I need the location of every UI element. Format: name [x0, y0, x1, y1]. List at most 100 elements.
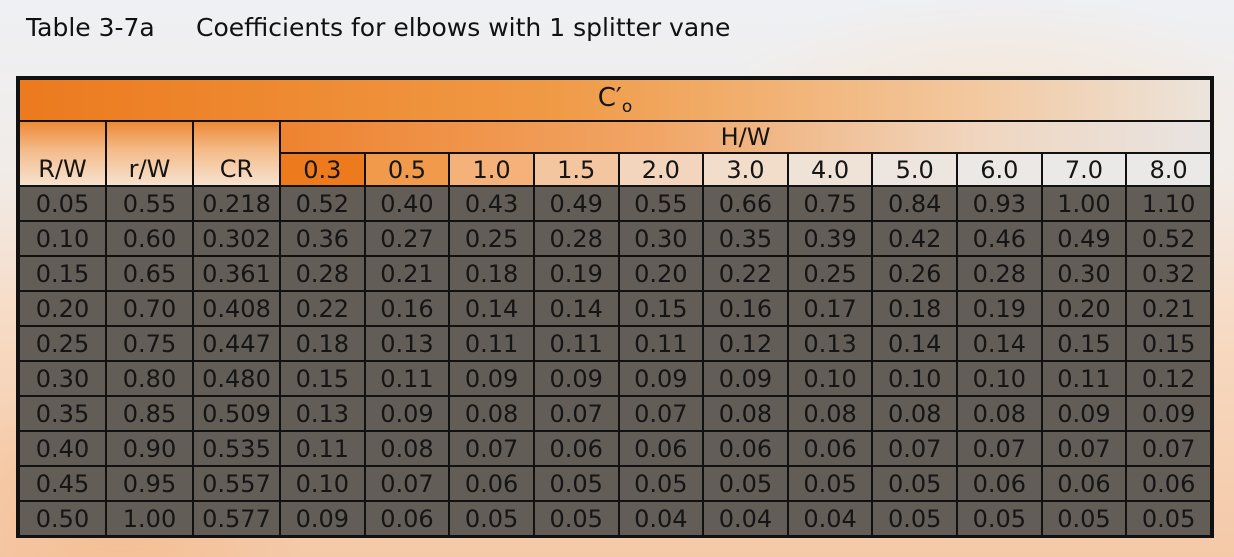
coefficient-cell: 0.06	[619, 432, 703, 465]
coefficient-cell: 0.13	[365, 327, 449, 360]
row-param-cell: 0.535	[194, 432, 279, 465]
coefficient-cell: 0.08	[788, 397, 872, 430]
coefficient-cell: 0.19	[534, 257, 618, 290]
header-hw-value: 1.5	[534, 154, 618, 185]
coefficient-cell: 0.06	[788, 432, 872, 465]
header-co: C′o	[20, 80, 1210, 120]
table-row: 0.30 0.80 0.480 0.15 0.11 0.09 0.09 0.09 0.09 0.1…	[20, 362, 1210, 395]
row-param-cell: 0.302	[194, 222, 279, 255]
header-hw-value: 7.0	[1042, 154, 1126, 185]
row-param-cell: 0.20	[20, 292, 105, 325]
header-row-co: C′o	[20, 80, 1210, 120]
header-cr: CR	[194, 122, 279, 185]
coefficient-cell: 0.35	[704, 222, 787, 255]
row-param-cell: 0.30	[20, 362, 105, 395]
coefficient-cell: 0.30	[1042, 257, 1126, 290]
row-param-cell: 0.40	[20, 432, 105, 465]
coefficient-cell: 0.28	[958, 257, 1041, 290]
row-param-cell: 0.408	[194, 292, 279, 325]
row-param-cell: 0.55	[107, 187, 192, 220]
coefficient-cell: 0.05	[788, 467, 872, 500]
coefficient-cell: 0.12	[1127, 362, 1210, 395]
coefficient-cell: 0.04	[619, 502, 703, 535]
header-hw-value: 1.0	[450, 154, 533, 185]
table-row: 0.35 0.85 0.509 0.13 0.09 0.08 0.07 0.07 0.08 0.0…	[20, 397, 1210, 430]
coefficient-cell: 0.49	[1042, 222, 1126, 255]
coefficient-cell: 0.10	[873, 362, 956, 395]
header-hw-value: 8.0	[1127, 154, 1210, 185]
coefficient-cell: 0.11	[281, 432, 364, 465]
row-param-cell: 0.70	[107, 292, 192, 325]
table-row: 0.15 0.65 0.361 0.28 0.21 0.18 0.19 0.20 0.22 0.2…	[20, 257, 1210, 290]
table-title: Table 3-7a Coefficients for elbows with …	[26, 11, 730, 43]
coefficient-cell: 0.08	[704, 397, 787, 430]
header-row-hw-values: 0.3 0.5 1.0 1.5 2.0 3.0 4.0 5.0 6.0 7.0 8.0	[20, 154, 1210, 185]
coefficient-cell: 0.12	[704, 327, 787, 360]
coefficient-cell: 0.09	[1127, 397, 1210, 430]
table-row: 0.20 0.70 0.408 0.22 0.16 0.14 0.14 0.15 0.16 0.1…	[20, 292, 1210, 325]
coefficient-cell: 0.10	[788, 362, 872, 395]
coefficient-cell: 0.49	[534, 187, 618, 220]
coefficient-cell: 0.10	[958, 362, 1041, 395]
row-param-cell: 0.447	[194, 327, 279, 360]
coefficient-cell: 0.52	[1127, 222, 1210, 255]
coefficient-cell: 0.09	[281, 502, 364, 535]
header-hw-value: 0.5	[365, 154, 449, 185]
row-param-cell: 0.25	[20, 327, 105, 360]
coefficient-cell: 0.18	[873, 292, 956, 325]
coefficient-cell: 0.09	[704, 362, 787, 395]
header-co-subscript: o	[621, 96, 633, 117]
coefficient-cell: 0.15	[281, 362, 364, 395]
coefficient-cell: 0.39	[788, 222, 872, 255]
coefficient-cell: 0.14	[873, 327, 956, 360]
coefficient-cell: 0.05	[1127, 502, 1210, 535]
coefficient-cell: 0.05	[619, 467, 703, 500]
header-hw-value: 5.0	[873, 154, 956, 185]
coefficient-cell: 0.08	[450, 397, 533, 430]
coefficient-cell: 0.14	[450, 292, 533, 325]
coefficient-cell: 0.08	[365, 432, 449, 465]
table-row: 0.40 0.90 0.535 0.11 0.08 0.07 0.06 0.06 0.06 0.0…	[20, 432, 1210, 465]
coefficient-cell: 0.32	[1127, 257, 1210, 290]
coefficients-table-frame: C′o R/W r/W CR H/W 0.3 0.5 1.0 1.5 2.0 3.0 4.0…	[16, 76, 1214, 538]
header-rw: R/W	[20, 122, 105, 185]
coefficient-cell: 0.11	[619, 327, 703, 360]
row-param-cell: 0.85	[107, 397, 192, 430]
coefficient-cell: 0.05	[704, 467, 787, 500]
coefficient-cell: 0.13	[788, 327, 872, 360]
row-param-cell: 0.80	[107, 362, 192, 395]
coefficient-cell: 0.22	[704, 257, 787, 290]
coefficient-cell: 0.05	[534, 502, 618, 535]
coefficient-cell: 0.07	[1127, 432, 1210, 465]
header-hw-value: 2.0	[619, 154, 703, 185]
row-param-cell: 0.50	[20, 502, 105, 535]
coefficient-cell: 0.07	[619, 397, 703, 430]
coefficient-cell: 0.46	[958, 222, 1041, 255]
header-co-symbol: C′	[597, 82, 622, 113]
table-row: 0.10 0.60 0.302 0.36 0.27 0.25 0.28 0.30 0.35 0.3…	[20, 222, 1210, 255]
coefficient-cell: 0.06	[450, 467, 533, 500]
coefficient-cell: 0.16	[365, 292, 449, 325]
coefficient-cell: 0.36	[281, 222, 364, 255]
header-hw-value: 4.0	[788, 154, 872, 185]
coefficient-cell: 0.28	[534, 222, 618, 255]
coefficient-cell: 0.11	[534, 327, 618, 360]
header-small-rw: r/W	[107, 122, 192, 185]
coefficient-cell: 0.06	[534, 432, 618, 465]
coefficient-cell: 0.05	[534, 467, 618, 500]
coefficient-cell: 0.05	[450, 502, 533, 535]
coefficient-cell: 0.14	[534, 292, 618, 325]
header-row-hw: R/W r/W CR H/W	[20, 122, 1210, 185]
coefficient-cell: 0.17	[788, 292, 872, 325]
coefficient-cell: 0.11	[450, 327, 533, 360]
row-param-cell: 1.00	[107, 502, 192, 535]
coefficient-cell: 0.42	[873, 222, 956, 255]
coefficient-cell: 0.20	[1042, 292, 1126, 325]
coefficient-cell: 0.28	[281, 257, 364, 290]
row-param-cell: 0.45	[20, 467, 105, 500]
coefficient-cell: 0.07	[958, 432, 1041, 465]
coefficient-cell: 0.21	[1127, 292, 1210, 325]
row-param-cell: 0.577	[194, 502, 279, 535]
coefficient-cell: 0.11	[365, 362, 449, 395]
row-param-cell: 0.557	[194, 467, 279, 500]
